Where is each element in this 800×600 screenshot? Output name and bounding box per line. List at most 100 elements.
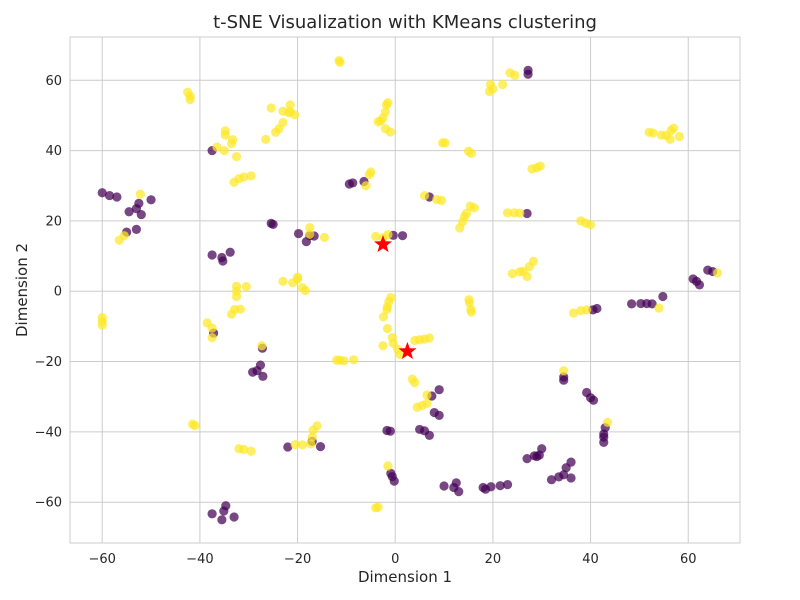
cluster-0-point [217, 515, 227, 525]
cluster-0-point [537, 444, 547, 454]
cluster-0-point [522, 208, 532, 219]
cluster-1-point [383, 461, 393, 471]
cluster-1-point [419, 190, 430, 201]
cluster-1-point [335, 57, 345, 67]
x-tick-label: −20 [284, 552, 311, 567]
cluster-1-point [507, 269, 518, 279]
grid-lines [70, 37, 740, 543]
cluster-1-point [305, 222, 315, 233]
cluster-1-point [585, 220, 596, 230]
cluster-0-point [559, 470, 569, 480]
cluster-1-point [466, 148, 477, 158]
cluster-1-point [135, 189, 145, 199]
y-axis-ticks: −60 −40 −20 0 20 40 60 [35, 74, 62, 511]
cluster-1-point [559, 366, 569, 376]
cluster-1-point [440, 138, 450, 148]
cluster-1-point [290, 110, 300, 120]
cluster-1-point [528, 256, 539, 266]
cluster-0-point [104, 190, 115, 201]
cluster-1-point [119, 231, 129, 241]
cluster-0-point [647, 299, 657, 309]
cluster-1-point [422, 390, 432, 400]
cluster-1-point [246, 171, 256, 181]
cluster-1-point [366, 167, 376, 177]
cluster-0-point [146, 195, 156, 205]
cluster-1-point [332, 355, 342, 365]
cluster-1-point [674, 131, 685, 142]
cluster-1-point [185, 94, 195, 105]
cluster-0-point [523, 69, 533, 79]
cluster-1-point [261, 134, 271, 144]
cluster-0-point [134, 198, 144, 208]
cluster-1-point [97, 320, 107, 330]
cluster-1-point [385, 127, 395, 137]
cluster-1-point [285, 100, 295, 110]
cluster-1-point [582, 305, 592, 315]
cluster-1-point [278, 117, 288, 128]
x-axis-ticks: −60 −40 −20 0 20 40 60 [89, 552, 697, 567]
cluster-0-point [434, 385, 444, 395]
cluster-1-point [278, 276, 288, 286]
cluster-1-point [510, 70, 520, 80]
cluster-0-point [451, 478, 461, 488]
cluster-0-point [694, 280, 705, 290]
cluster-1-point [290, 439, 300, 450]
cluster-1-point [297, 440, 308, 450]
cluster-1-point [319, 232, 330, 243]
cluster-0-point [207, 509, 217, 519]
cluster-1-point [665, 134, 675, 144]
cluster-1-point [266, 103, 276, 113]
cluster-0-point [225, 247, 235, 257]
cluster-1-point [380, 107, 391, 117]
cluster-0-point [385, 426, 395, 436]
cluster-0-point [221, 501, 231, 511]
cluster-1-point [535, 161, 545, 171]
cluster-1-point [648, 128, 658, 138]
cluster-0-point [424, 430, 435, 441]
cluster-0-point [258, 371, 268, 381]
cluster-1-point [339, 356, 349, 366]
cluster-1-point [246, 446, 256, 456]
cluster-1-point [383, 230, 393, 240]
y-tick-label: 0 [54, 285, 62, 300]
cluster-1-point [378, 312, 389, 322]
cluster-1-point [386, 292, 396, 303]
cluster-0-point [626, 299, 637, 309]
cluster-0-point [112, 192, 122, 202]
chart-title: t-SNE Visualization with KMeans clusteri… [213, 12, 597, 33]
data-points [97, 55, 723, 525]
cluster-0-point [248, 367, 258, 377]
cluster-0-point [495, 481, 505, 491]
x-tick-label: 0 [391, 552, 399, 567]
cluster-0-point [434, 410, 444, 420]
cluster-0-point [207, 250, 217, 260]
cluster-0-point [97, 188, 107, 198]
cluster-1-point [220, 126, 230, 136]
centroid-star-marker [373, 234, 393, 253]
y-tick-label: −40 [35, 425, 62, 440]
centroids [373, 234, 417, 360]
x-tick-label: 40 [582, 552, 599, 567]
cluster-1-point [300, 285, 310, 296]
cluster-0-point [486, 482, 496, 492]
cluster-1-point [498, 79, 508, 90]
cluster-1-point [466, 307, 477, 317]
cluster-1-point [229, 304, 240, 315]
cluster-1-point [292, 272, 303, 282]
cluster-0-point [268, 219, 278, 230]
cluster-1-point [469, 203, 479, 213]
cluster-1-point [522, 271, 532, 282]
cluster-1-point [239, 172, 249, 182]
cluster-1-point [654, 303, 664, 313]
cluster-1-point [228, 135, 238, 145]
cluster-1-point [257, 341, 267, 351]
y-tick-label: 40 [45, 144, 62, 159]
x-tick-label: 20 [485, 552, 502, 567]
cluster-1-point [349, 355, 359, 365]
cluster-0-point [566, 457, 576, 467]
cluster-1-point [424, 333, 435, 343]
cluster-0-point [315, 442, 326, 452]
cluster-1-point [484, 86, 495, 97]
cluster-1-point [239, 444, 249, 455]
